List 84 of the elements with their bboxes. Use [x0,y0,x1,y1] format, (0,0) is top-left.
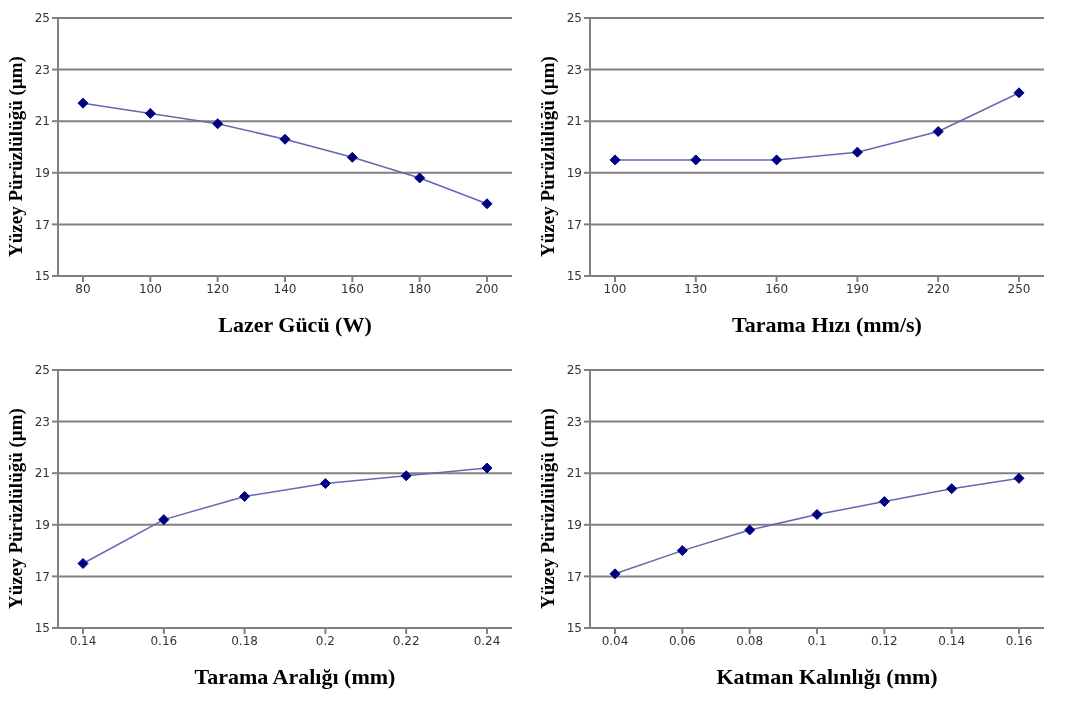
y-tick-label: 17 [566,217,582,232]
y-tick-label: 25 [34,363,50,378]
y-tick-label: 25 [34,11,50,26]
x-tick-label: 0.06 [668,633,696,648]
y-tick-label: 25 [566,11,582,26]
x-tick-label: 0.2 [315,633,335,648]
point [400,470,412,482]
y-tick-label: 19 [34,518,50,533]
point [676,545,688,557]
y-tick-label: 17 [34,569,50,584]
point [346,151,358,163]
point [158,514,170,526]
point [77,97,89,109]
y-tick-label: 15 [566,269,582,284]
x-axis-title: Tarama Aralığı (mm) [193,664,397,690]
y-tick-label: 15 [34,621,50,636]
y-tick-label: 23 [34,62,50,77]
x-tick-label: 0.12 [870,633,898,648]
x-tick-label: 0.22 [392,633,420,648]
x-tick-label: 80 [75,281,91,296]
point [279,133,291,145]
point [1013,87,1025,99]
point [481,462,493,474]
x-tick-label: 130 [684,281,708,296]
point [851,146,863,158]
point [811,508,823,520]
x-tick-label: 0.16 [1005,633,1033,648]
y-axis-title: Yüzey Pürüzlülüğü (µm) [536,56,559,257]
y-tick-label: 19 [566,166,582,181]
x-tick-label: 200 [475,281,499,296]
point [1013,472,1025,484]
x-tick-label: 0.18 [231,633,258,648]
point [144,107,156,119]
x-tick-label: 190 [845,281,869,296]
x-axis-title: Katman Kalınlığı (mm) [715,664,939,690]
point [212,118,224,130]
point [878,496,890,508]
x-tick-label: 100 [138,281,162,296]
point [319,478,331,490]
x-tick-label: 160 [340,281,364,296]
x-tick-label: 180 [408,281,432,296]
point [239,490,251,502]
y-tick-label: 17 [34,217,50,232]
x-tick-label: 0.14 [69,633,97,648]
x-tick-label: 140 [273,281,297,296]
y-axis-title: Yüzey Pürüzlülüğü (µm) [536,408,559,609]
point [932,126,944,138]
point [481,198,493,210]
x-tick-label: 220 [926,281,950,296]
y-tick-label: 19 [34,166,50,181]
point [77,558,89,569]
x-axis-title: Lazer Gücü (W) [217,312,373,338]
point [690,154,702,166]
y-axis-title: Yüzey Pürüzlülüğü (µm) [4,408,27,609]
x-tick-label: 120 [206,281,230,296]
y-axis-title: Yüzey Pürüzlülüğü (µm) [4,56,27,257]
y-tick-label: 21 [34,466,50,481]
x-tick-label: 0.16 [150,633,178,648]
y-tick-label: 21 [566,466,582,481]
point [609,568,621,580]
x-tick-label: 0.24 [473,633,501,648]
x-tick-label: 0.04 [601,633,629,648]
y-tick-label: 15 [34,269,50,284]
y-tick-label: 15 [566,621,582,636]
y-tick-label: 23 [566,414,582,429]
y-tick-label: 17 [566,569,582,584]
point [414,172,426,184]
x-tick-label: 250 [1007,281,1031,296]
x-tick-label: 100 [603,281,627,296]
x-tick-label: 0.14 [938,633,966,648]
y-tick-label: 23 [566,62,582,77]
y-tick-label: 21 [34,114,50,129]
y-tick-label: 25 [566,363,582,378]
x-tick-label: 0.08 [736,633,764,648]
point [771,154,783,166]
y-tick-label: 23 [34,414,50,429]
point [609,154,621,166]
point [946,483,958,495]
y-tick-label: 19 [566,518,582,533]
x-tick-label: 0.1 [807,633,827,648]
point [744,524,756,536]
x-tick-label: 160 [765,281,789,296]
x-axis-title: Tarama Hızı (mm/s) [731,312,923,338]
y-tick-label: 21 [566,114,582,129]
